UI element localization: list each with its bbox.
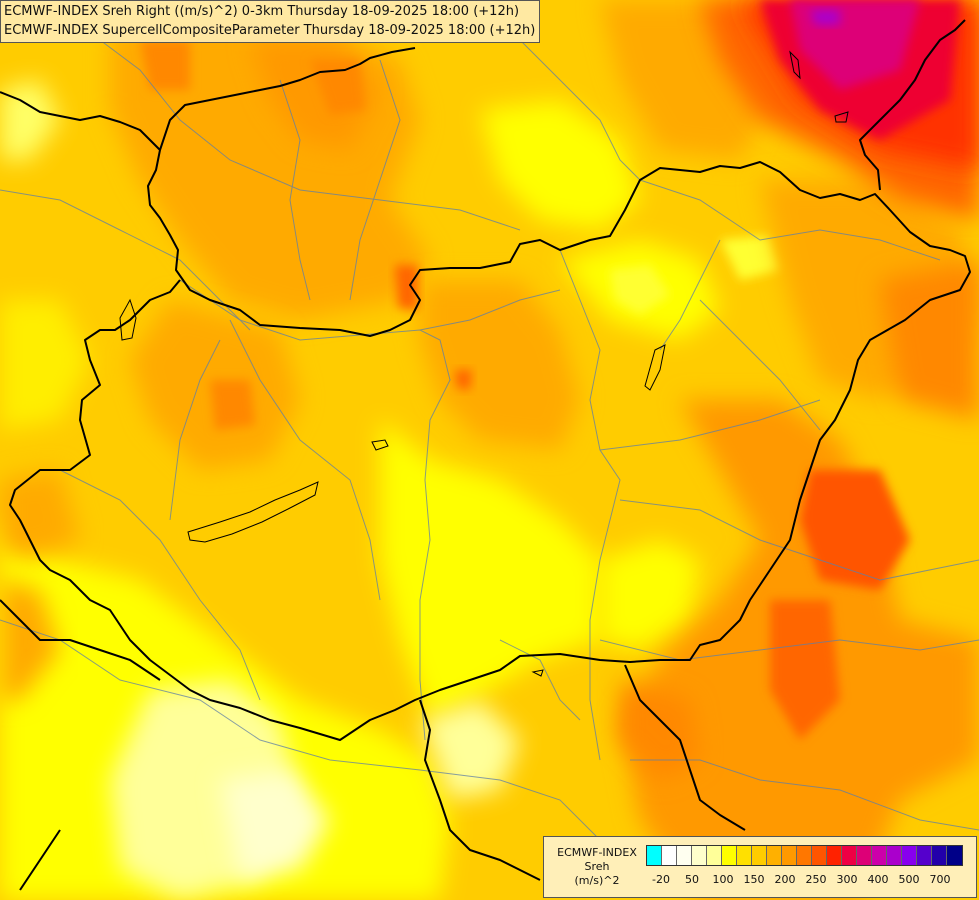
map-title-box: ECMWF-INDEX Sreh Right ((m/s)^2) 0-3km T… — [0, 0, 541, 43]
legend-swatch — [857, 846, 872, 865]
lake-neusiedl — [119, 298, 137, 341]
legend-param: Sreh — [584, 860, 610, 873]
title-sreh: ECMWF-INDEX Sreh Right ((m/s)^2) 0-3km T… — [4, 4, 520, 19]
border-east — [624, 664, 746, 831]
legend-swatch — [827, 846, 842, 865]
legend-unit: (m/s)^2 — [574, 874, 620, 887]
border-ne — [859, 19, 966, 191]
legend-swatches — [646, 845, 963, 866]
legend-swatch — [797, 846, 812, 865]
legend-swatch — [692, 846, 707, 865]
legend-swatch — [932, 846, 947, 865]
lake-small-3 — [834, 111, 849, 123]
legend-swatch — [887, 846, 902, 865]
legend-swatch — [842, 846, 857, 865]
legend-swatch — [917, 846, 932, 865]
legend-tick-label: 250 — [805, 873, 827, 886]
legend-scale: -20 50 100 150 200 250 300 400 500 700 — [646, 845, 963, 889]
lakes — [119, 50, 849, 677]
legend-swatch — [737, 846, 752, 865]
legend-swatch — [752, 846, 767, 865]
legend-tick-label: 500 — [898, 873, 920, 886]
country-borders — [0, 19, 971, 891]
legend-tick-label: 50 — [685, 873, 699, 886]
legend-swatch — [677, 846, 692, 865]
legend-title: ECMWF-INDEX Sreh (m/s)^2 — [548, 846, 646, 888]
border-south — [419, 699, 541, 881]
legend-tick-label: 400 — [867, 873, 889, 886]
color-legend: ECMWF-INDEX Sreh (m/s)^2 -20 50 100 150 200 2… — [543, 836, 977, 898]
lake-small-2 — [644, 344, 666, 391]
legend-swatch — [707, 846, 722, 865]
legend-swatch — [902, 846, 917, 865]
border-sw — [0, 599, 161, 681]
legend-swatch — [722, 846, 737, 865]
legend-swatch — [647, 846, 662, 865]
legend-swatch — [872, 846, 887, 865]
legend-tick-label: 150 — [743, 873, 765, 886]
legend-tick-label: -20 — [652, 873, 670, 886]
lake-small-5 — [531, 669, 544, 677]
legend-tick-label: 100 — [712, 873, 734, 886]
legend-swatch — [662, 846, 677, 865]
legend-tick-label: 700 — [929, 873, 951, 886]
legend-swatch — [782, 846, 797, 865]
legend-swatch — [947, 846, 962, 865]
border-north — [0, 91, 971, 741]
legend-tick-label: 300 — [836, 873, 858, 886]
lake-small-1 — [371, 439, 389, 451]
border-sw2 — [19, 829, 61, 891]
title-scp: ECMWF-INDEX SupercellCompositeParameter … — [4, 23, 536, 38]
lake-balaton — [187, 481, 319, 543]
legend-swatch — [767, 846, 782, 865]
legend-tick-label: 200 — [774, 873, 796, 886]
legend-swatch — [812, 846, 827, 865]
rivers — [0, 39, 979, 841]
lake-small-4 — [789, 50, 801, 80]
border-upper — [159, 47, 416, 151]
legend-model: ECMWF-INDEX — [557, 846, 637, 859]
legend-ticks: -20 50 100 150 200 250 300 400 500 700 — [646, 873, 963, 889]
